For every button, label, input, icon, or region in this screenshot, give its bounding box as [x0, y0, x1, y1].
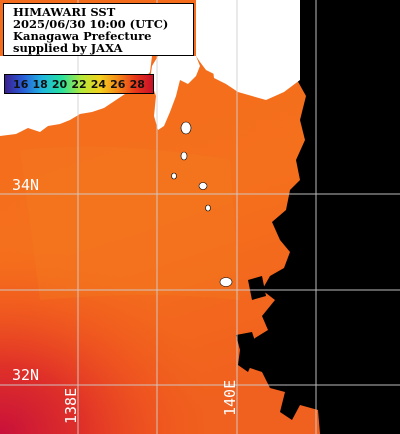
title-line-region: Kanagawa Prefecture [13, 29, 152, 43]
lon-label-140e: 140E [221, 379, 239, 416]
land-boso [212, 38, 300, 100]
cloud-mask [244, 0, 400, 434]
title-line-credit: supplied by JAXA [13, 41, 123, 55]
color-scale-legend: 16 18 20 22 24 26 28 [4, 74, 154, 94]
island-miyake [198, 182, 208, 190]
cloud-mask-patch [248, 276, 266, 300]
cloud-mask-patch [236, 332, 258, 372]
land-izu [150, 56, 200, 130]
legend-tick-28: 28 [129, 77, 145, 91]
legend-tick-16: 16 [13, 77, 29, 91]
island-toshima [180, 151, 188, 161]
island-mikura [205, 204, 211, 212]
lat-label-34n: 34N [12, 176, 40, 194]
title-line-product: HIMAWARI SST [13, 5, 116, 19]
cloud-mask-patch [310, 355, 340, 392]
title-line-datetime: 2025/06/30 10:00 (UTC) [13, 17, 169, 31]
lat-label-32n: 32N [12, 366, 40, 384]
lon-label-138e: 138E [62, 387, 80, 424]
island-niijima [171, 172, 177, 180]
legend-tick-26: 26 [110, 77, 126, 91]
island-oshima [180, 121, 192, 135]
land-cape [0, 116, 30, 134]
legend-tick-24: 24 [90, 77, 107, 91]
cloud-mask-patch [330, 102, 356, 134]
title-box: HIMAWARI SST 2025/06/30 10:00 (UTC) Kana… [3, 3, 194, 56]
island-hachijo [219, 277, 233, 287]
legend-tick-18: 18 [32, 77, 48, 91]
cool-water-region [0, 220, 260, 434]
legend-tick-22: 22 [71, 77, 87, 91]
warm-band [20, 146, 240, 300]
legend-tick-20: 20 [51, 77, 68, 91]
